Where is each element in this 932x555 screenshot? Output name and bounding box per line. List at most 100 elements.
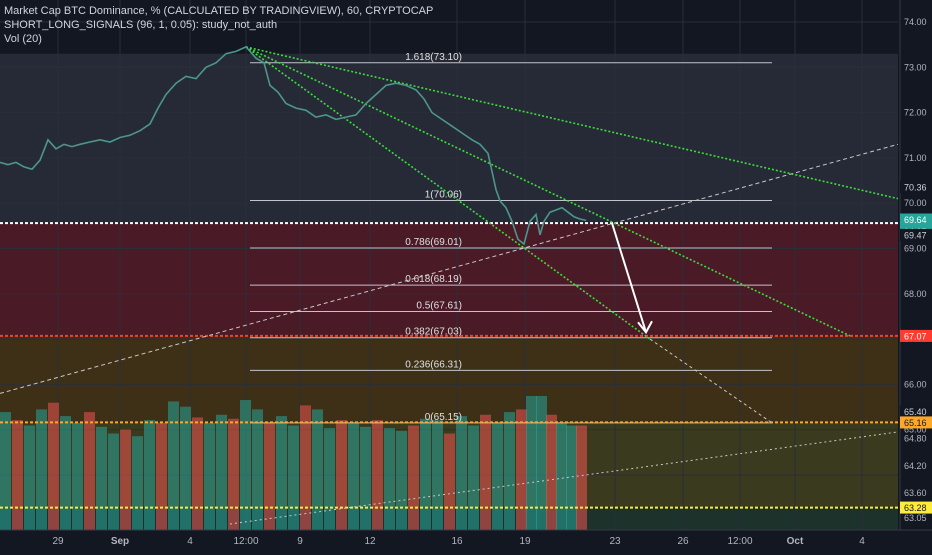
fib-label-2: 0.786(69.01) [405,237,462,248]
y-tick-label-8: 66.00 [904,379,927,389]
volume-bar [276,416,287,530]
trend-line-lower-dotted [229,431,899,525]
volume-bar [504,412,515,530]
volume-bar [156,422,167,530]
x-tick-label-10: 12:00 [727,536,752,547]
volume-bar [132,436,143,530]
upper-zone [0,53,898,224]
x-tick-label-11: Oct [787,536,804,547]
red-zone [0,223,898,336]
chart-legend: Market Cap BTC Dominance, % (CALCULATED … [4,4,433,46]
fib-label-7: 0(65.15) [425,412,462,423]
forecast-arrow-head [637,320,653,335]
volume-bar [420,418,431,530]
volume-bar [84,412,95,530]
price-badge-label-6: 65.16 [904,418,927,428]
price-badge-label-5: 65.40 [904,407,927,417]
volume-bar [456,416,467,530]
fib-label-4: 0.5(67.61) [416,300,462,311]
volume-bar [36,409,47,530]
price-badge-3 [900,228,932,241]
volume-bar [216,414,227,530]
volume-bar [72,422,83,530]
volume-bar [204,422,215,530]
volume-bar [536,396,547,530]
volume-bar [96,426,107,530]
price-badge-label-3: 69.47 [904,230,927,240]
y-tick-label-11: 64.20 [904,461,927,471]
volume-bar [24,425,35,530]
trend-line-green-3 [245,46,651,340]
volume-bar [348,422,359,530]
fib-label-5: 0.382(67.03) [405,327,462,338]
volume-bar [480,414,491,530]
volume-bar [432,420,443,530]
volume-bar [384,428,395,530]
y-tick-label-1: 73.00 [904,62,927,72]
trend-line-green-2 [245,46,851,337]
volume-bar [312,409,323,530]
price-badge-5 [900,405,932,418]
volume-bar [144,420,155,530]
volume-bar [516,409,527,530]
price-badge-label-0: 70.36 [904,182,927,192]
price-badge-7 [900,501,932,514]
price-badge-6 [900,416,932,429]
x-tick-label-5: 12 [364,536,376,547]
price-axis-panel [900,0,932,550]
volume-bar [300,405,311,530]
price-series-overlay [0,46,587,245]
x-tick-label-2: 4 [187,536,193,547]
price-badge-label-1: 69.64 [904,215,927,225]
y-tick-label-13: 63.05 [904,513,927,523]
y-tick-label-0: 74.00 [904,17,927,27]
y-tick-label-5: 69.00 [904,243,927,253]
legend-indicator-line[interactable]: SHORT_LONG_SIGNALS (96, 1, 0.05): study_… [4,19,278,31]
volume-bar [60,416,71,530]
price-badge-label-7: 63.28 [904,503,927,513]
volume-bar [324,428,335,530]
fib-label-1: 1(70.06) [425,189,462,200]
volume-bar [168,401,179,530]
price-badge-0 [900,180,932,193]
x-tick-label-9: 26 [677,536,689,547]
legend-symbol-line[interactable]: Market Cap BTC Dominance, % (CALCULATED … [4,5,434,17]
volume-bar [192,417,203,530]
volume-bar [288,425,299,530]
volume-bar [360,426,371,530]
fib-label-0: 1.618(73.10) [405,52,462,63]
x-tick-label-0: 29 [52,536,64,547]
x-tick-label-1: Sep [111,536,129,547]
price-badge-4 [900,329,932,342]
volume-bar [396,430,407,530]
volume-bar [468,425,479,530]
volume-bar [372,420,383,530]
volume-bar [0,412,11,530]
y-tick-label-10: 64.80 [904,434,927,444]
volume-bar [108,433,119,530]
price-badge-label-4: 67.07 [904,331,927,341]
volume-bar [48,402,59,530]
volume-bar [252,409,263,530]
forecast-arrow-shaft [611,222,647,333]
fib-label-3: 0.618(68.19) [405,274,462,285]
y-tick-label-9: 65.00 [904,425,927,435]
volume-bar [526,396,537,530]
volume-bar [12,420,23,530]
fib-label-6: 0.236(66.31) [405,359,462,370]
y-tick-label-12: 63.60 [904,488,927,498]
volume-bar [444,433,455,530]
x-tick-label-12: 4 [859,536,865,547]
trend-line-projection [649,338,773,424]
legend-volume-line[interactable]: Vol (20) [4,33,42,45]
x-tick-label-6: 16 [451,536,463,547]
y-tick-label-3: 71.00 [904,153,927,163]
y-tick-label-2: 72.00 [904,108,927,118]
volume-bar [546,414,557,530]
volume-bar [264,422,275,530]
x-tick-label-7: 19 [519,536,531,547]
volume-bar [180,406,191,530]
price-badge-1 [900,213,932,226]
